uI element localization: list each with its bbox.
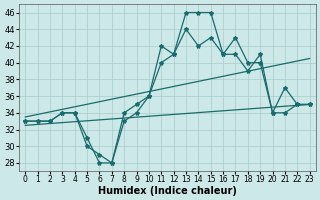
X-axis label: Humidex (Indice chaleur): Humidex (Indice chaleur) — [98, 186, 237, 196]
